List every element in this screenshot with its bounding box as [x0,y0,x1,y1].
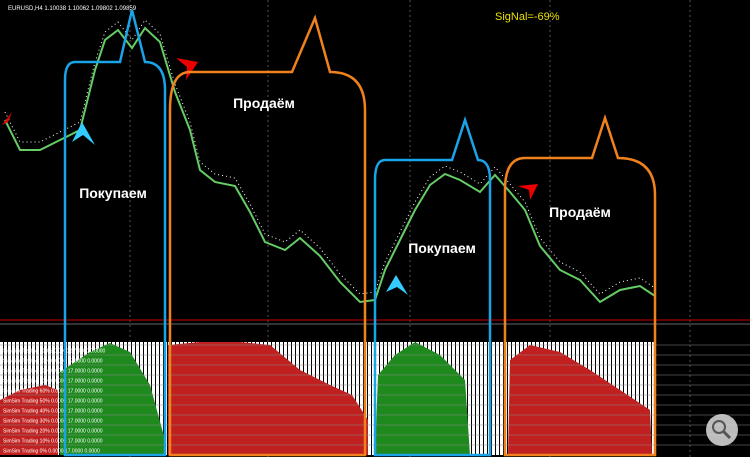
row-label: SimSim Trading 20% 0.0000 17.0000 0.0000 [3,429,103,435]
zone-label: Продаём [233,95,295,111]
price-trace-highs [4,19,656,295]
row-label: SimSim Trading 100% 0.0000 17.0000 0.000… [3,349,106,355]
symbol-info: EURUSD,H4 1.10038 1.10062 1.09802 1.0985… [8,6,137,12]
zones [63,9,657,457]
signal-arrows [2,58,538,295]
row-label: SimSim Trading 60% 0.0000 17.0000 0.0000 [3,389,103,395]
row-label: SimSim Trading 40% 0.0000 17.0000 0.0000 [3,409,103,415]
row-label: SimSim Trading 30% 0.0000 17.0000 0.0000 [3,419,103,425]
row-label: SimSim Trading 70% 0.0000 17.0000 0.0000 [3,379,103,385]
row-label: SimSim Trading 50% 0.0000 17.0000 0.0000 [3,399,103,405]
row-label: SimSim Trading 10% 0.0000 17.0000 0.0000 [3,439,103,445]
price-trace [4,26,656,304]
row-label: SimSim Trading 90% 0.0000 17.0000 0.0000 [3,359,103,365]
row-label: SimSim Trading 0% 0.0000 17.0000 0.0000 [3,449,100,455]
zone-label: Покупаем [79,185,147,201]
zoom-button[interactable] [706,414,738,446]
indicator-panel: SimSim Trading 100% 0.0000 17.0000 0.000… [0,342,750,455]
zone-label: Продаём [549,204,611,220]
signal: SigNal=-69% [495,11,560,23]
zone-label: Покупаем [408,240,476,256]
row-label: SimSim Trading 80% 0.0000 17.0000 0.0000 [3,369,103,375]
